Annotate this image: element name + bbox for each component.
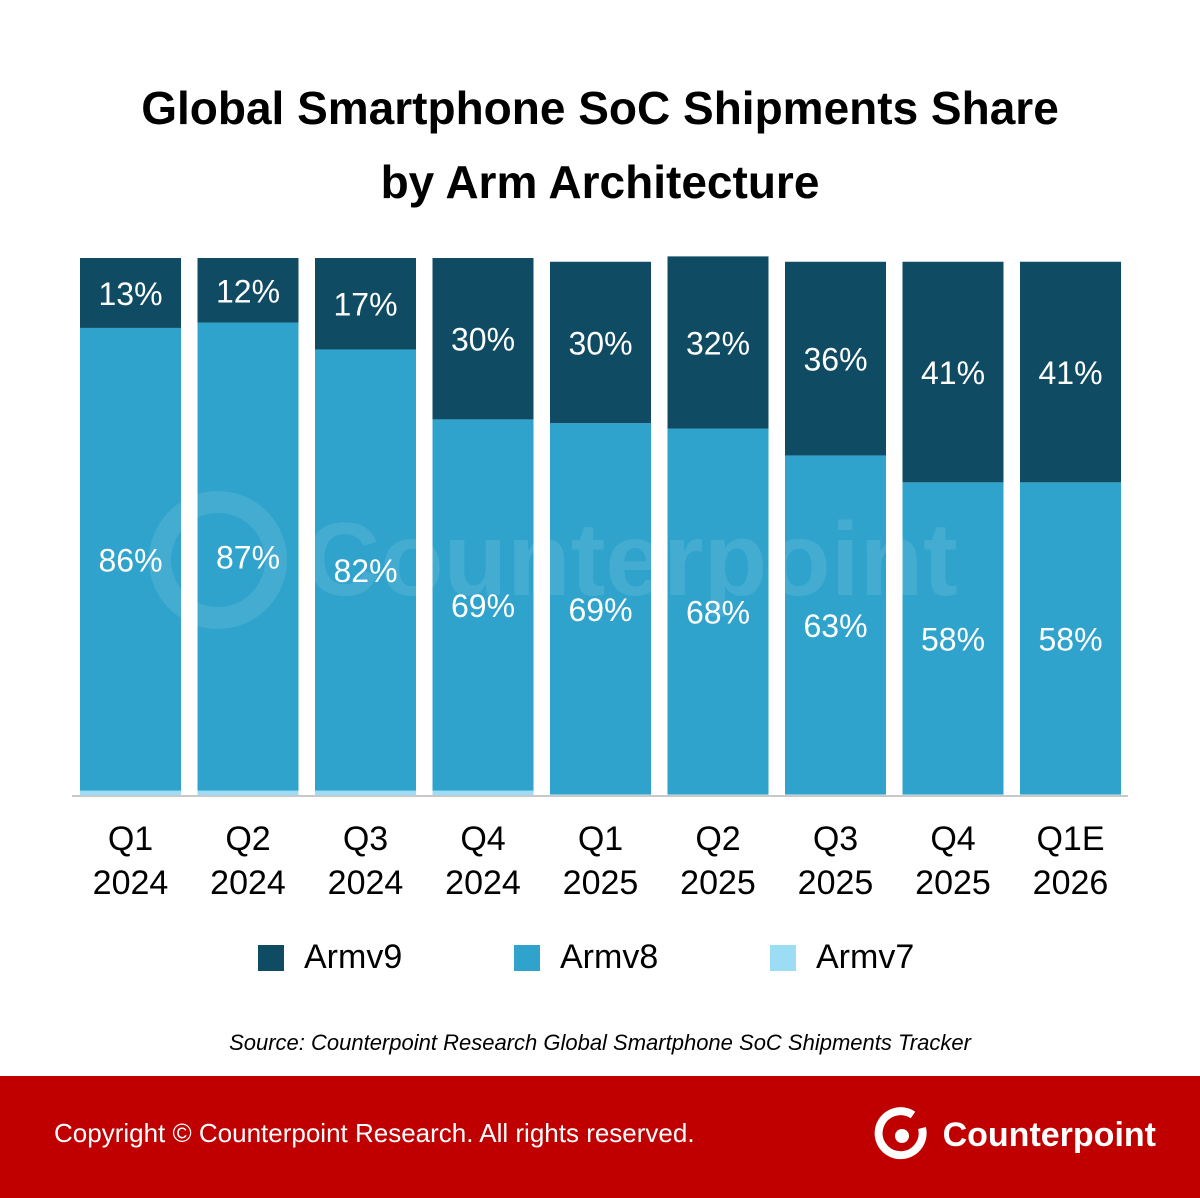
bar-armv9-7 — [902, 261, 1004, 483]
bar-armv9-2 — [315, 258, 416, 350]
x-tick-label-4-0: Q1 — [578, 820, 623, 858]
watermark: Counterpoint — [149, 491, 958, 629]
data-label-armv9-1: 12% — [216, 273, 280, 309]
legend: Armv9 Armv8 Armv7 — [0, 938, 1200, 982]
data-label-armv8-2: 82% — [333, 553, 397, 589]
bar-armv8-5 — [667, 428, 769, 795]
bar-armv9-4 — [550, 261, 651, 424]
data-label-armv9-3: 30% — [451, 322, 515, 358]
data-label-armv9-2: 17% — [333, 287, 397, 323]
bar-armv7-3 — [432, 790, 534, 796]
x-tick-label-7-1: 2025 — [915, 864, 991, 902]
x-tick-label-6-1: 2025 — [798, 864, 874, 902]
data-label-armv8-6: 63% — [803, 608, 867, 644]
data-label-armv8-5: 68% — [686, 594, 750, 630]
data-label-armv8-3: 69% — [451, 588, 515, 624]
chart-title: Global Smartphone SoC Shipments Share by… — [0, 72, 1200, 219]
x-tick-label-8-1: 2026 — [1033, 864, 1109, 902]
chart-title-line1: Global Smartphone SoC Shipments Share — [141, 82, 1059, 134]
legend-label-armv9: Armv9 — [304, 938, 403, 976]
x-tick-label-4-1: 2025 — [563, 864, 639, 902]
bar-armv9-3 — [432, 258, 534, 420]
legend-swatch-armv9 — [258, 944, 284, 971]
data-label-armv9-0: 13% — [98, 276, 162, 312]
data-label-armv8-0: 86% — [98, 542, 162, 578]
bar-armv9-0 — [80, 258, 181, 328]
data-label-armv9-8: 41% — [1038, 355, 1102, 391]
bar-armv8-0 — [80, 327, 181, 791]
x-tick-label-7-0: Q4 — [930, 820, 975, 858]
bar-armv8-1 — [197, 322, 299, 791]
data-label-armv9-5: 32% — [686, 325, 750, 361]
data-label-armv9-7: 41% — [921, 355, 985, 391]
data-label-armv8-8: 58% — [1038, 621, 1102, 657]
data-label-armv8-4: 69% — [568, 592, 632, 628]
x-tick-label-6-0: Q3 — [813, 820, 858, 858]
x-tick-label-5-0: Q2 — [695, 820, 740, 858]
counterpoint-logo-icon — [874, 1107, 927, 1160]
source-note: Source: Counterpoint Research Global Sma… — [229, 1030, 971, 1055]
bar-armv8-8 — [1020, 482, 1121, 795]
x-tick-label-3-1: 2024 — [445, 864, 521, 902]
legend-item-armv9: Armv9 — [258, 938, 402, 977]
x-tick-label-0-1: 2024 — [93, 864, 169, 902]
x-tick-label-5-1: 2025 — [680, 864, 756, 902]
bar-armv8-7 — [902, 482, 1004, 795]
x-tick-label-2-1: 2024 — [328, 864, 404, 902]
copyright-text: Copyright © Counterpoint Research. All r… — [54, 1118, 695, 1148]
bar-armv9-6 — [785, 261, 886, 456]
bar-armv8-3 — [432, 419, 534, 791]
bar-armv9-5 — [667, 256, 769, 429]
bar-armv8-4 — [550, 423, 651, 795]
legend-item-armv8: Armv8 — [514, 938, 658, 977]
legend-swatch-armv8 — [514, 944, 540, 971]
bar-armv7-0 — [80, 790, 181, 796]
x-tick-label-1-1: 2024 — [210, 864, 286, 902]
x-tick-label-0-0: Q1 — [108, 820, 153, 858]
x-tick-label-1-0: Q2 — [225, 820, 270, 858]
data-labels: 86% 13% 87% 12% 82% 17% 69% 30% 69% 30% 68% 32% 63% 3… — [98, 273, 1102, 657]
bars — [80, 256, 1121, 796]
x-tick-label-8-0: Q1E — [1036, 820, 1104, 858]
data-label-armv9-4: 30% — [568, 325, 632, 361]
data-label-armv8-7: 58% — [921, 621, 985, 657]
bar-armv9-8 — [1020, 261, 1121, 483]
bar-armv7-2 — [315, 790, 416, 796]
watermark-text: Counterpoint — [305, 502, 958, 618]
legend-item-armv7: Armv7 — [770, 938, 914, 977]
data-label-armv8-1: 87% — [216, 540, 280, 576]
stacked-bar-chart: Counterpoint 86% 13% 87% 12% 82% 17% 69% 30% 69%… — [72, 256, 1128, 902]
footer-bar: Copyright © Counterpoint Research. All r… — [0, 1076, 1200, 1198]
bar-armv8-2 — [315, 349, 416, 791]
bar-armv9-1 — [197, 258, 299, 323]
brand-name: Counterpoint — [942, 1115, 1156, 1154]
brand-logo-group[interactable]: Counterpoint — [873, 1106, 1156, 1164]
bar-armv7-1 — [197, 790, 299, 796]
x-axis-ticks: Q1 2024 Q2 2024 Q3 2024 Q4 2024 Q1 2025 Q2 2025 Q3 20… — [93, 820, 1109, 902]
watermark-logo-icon — [149, 491, 287, 629]
legend-label-armv8: Armv8 — [560, 938, 659, 976]
data-label-armv9-6: 36% — [803, 342, 867, 378]
legend-swatch-armv7 — [770, 944, 796, 971]
chart-title-line2: by Arm Architecture — [380, 155, 820, 208]
bar-armv8-6 — [785, 455, 886, 795]
x-tick-label-2-0: Q3 — [343, 820, 388, 858]
x-tick-label-3-0: Q4 — [460, 820, 505, 858]
legend-label-armv7: Armv7 — [816, 938, 915, 976]
